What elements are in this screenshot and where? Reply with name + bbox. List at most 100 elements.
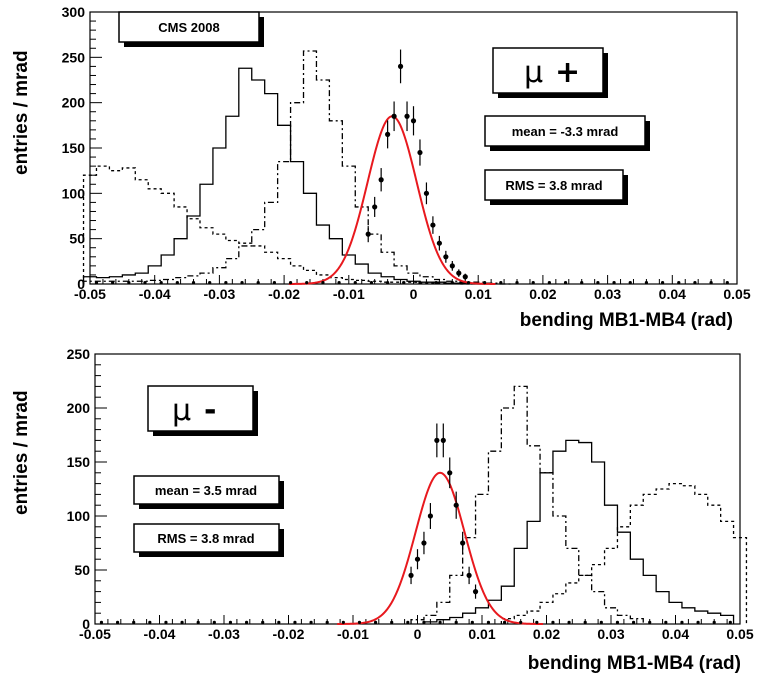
top-data-point: [449, 263, 455, 269]
top-background-point: [725, 281, 729, 285]
top-mean-box: mean = -3.3 mrad: [484, 115, 650, 151]
bottom-background-point: [132, 620, 136, 624]
top-data-point: [378, 177, 384, 183]
bottom-background-point: [99, 620, 104, 624]
bottom-histogram-dashdot: [410, 385, 644, 624]
bottom-background-point: [551, 620, 555, 624]
top-histogram-dashdot: [82, 50, 511, 285]
top-background-point: [353, 281, 357, 285]
bottom-background-point: [261, 620, 265, 624]
bottom-y-tick-label: 50: [74, 562, 90, 578]
top-background-point: [580, 281, 584, 285]
bottom-background-point: [519, 620, 523, 624]
bottom-background-point: [438, 620, 442, 624]
bottom-data-point: [440, 437, 446, 443]
bottom-x-tick-label: -0.05: [79, 626, 111, 642]
top-y-tick-label: 250: [62, 49, 86, 65]
bottom-data-point: [414, 556, 421, 562]
bottom-gaussian-fit-curve: [337, 471, 544, 625]
bottom-rms-box: RMS = 3.8 mrad: [133, 523, 284, 557]
top-x-tick-label: -0.05: [74, 286, 106, 302]
charge-sign: -: [204, 393, 216, 428]
top-y-tick-label: 200: [62, 95, 86, 111]
top-x-tick-label: 0.01: [465, 286, 492, 302]
top-mean-text: mean = -3.3 mrad: [512, 124, 619, 139]
bottom-background-point: [309, 620, 313, 624]
bottom-data-point: [447, 470, 453, 476]
top-background-point: [531, 281, 535, 285]
top-background-point: [677, 281, 681, 285]
top-y-tick-label: 150: [62, 140, 86, 156]
bottom-x-tick-label: 0.02: [533, 626, 560, 642]
top-histogram-dotted: [82, 165, 472, 285]
bottom-background-point: [567, 620, 571, 624]
bottom-y-tick-label: 200: [67, 400, 91, 416]
top-x-tick-label: 0.02: [529, 286, 556, 302]
bottom-data-point: [453, 502, 459, 508]
top-y-tick-label: 100: [62, 185, 86, 201]
bottom-x-tick-label: -0.04: [144, 626, 176, 642]
bottom-background-point: [648, 620, 652, 624]
top-background-point: [369, 281, 374, 285]
bottom-data-point: [434, 437, 440, 443]
top-background-point: [94, 281, 99, 285]
top-panel: -0.05 -0.04 -0.03 -0.02 -0.01 0 0.01 0.02 0.03 0.…: [11, 4, 751, 331]
top-histogram-solid: [82, 67, 485, 285]
top-background-point: [660, 281, 665, 285]
top-data-point: [430, 222, 436, 228]
bottom-background-point: [341, 620, 345, 624]
top-x-tick-label: 0: [410, 286, 418, 302]
top-x-tick-label: 0.03: [594, 286, 621, 302]
top-background-point: [644, 281, 649, 285]
bottom-x-tick-label: -0.03: [208, 626, 240, 642]
top-background-point: [612, 281, 616, 285]
bottom-data-point: [421, 540, 427, 546]
bottom-background-point: [293, 620, 297, 624]
bottom-background-point: [164, 620, 168, 624]
bottom-background-point: [212, 620, 216, 624]
bottom-x-tick-label: -0.01: [337, 626, 369, 642]
top-x-axis-label: bending MB1-MB4 (rad): [520, 310, 733, 331]
top-background-point: [434, 281, 438, 285]
top-data-point: [391, 113, 397, 119]
bottom-x-tick-label: 0.01: [468, 626, 495, 642]
bottom-mean-box: mean = 3.5 mrad: [133, 475, 284, 509]
bottom-background-point: [148, 620, 152, 624]
bottom-background-point: [406, 620, 410, 624]
top-x-tick-label: -0.04: [139, 286, 171, 302]
top-background-point: [256, 281, 260, 285]
top-background-point: [159, 281, 163, 285]
top-background-point: [240, 281, 244, 285]
bottom-background-point: [196, 620, 200, 624]
top-data-point: [423, 190, 430, 196]
bottom-panel: -0.05 -0.04 -0.03 -0.02 -0.01 0 0.01 0.02 0.03 0.…: [11, 346, 754, 674]
bottom-background-point: [454, 620, 458, 624]
cms-label-box: CMS 2008: [118, 11, 264, 47]
bottom-x-tick-label: 0: [414, 626, 422, 642]
top-y-tick-label: 0: [77, 276, 85, 292]
top-gaussian-fit-curve: [288, 115, 496, 285]
top-background-point: [321, 281, 325, 285]
bottom-y-tick-label: 100: [67, 508, 91, 524]
top-background-point: [386, 281, 390, 285]
top-background-point: [483, 281, 487, 285]
bottom-y-tick-label: 150: [67, 454, 91, 470]
bottom-y-tick-label: 0: [82, 616, 90, 632]
mu-plus-box: μ +: [492, 47, 608, 98]
top-background-point: [111, 281, 115, 285]
top-data-point: [410, 118, 417, 124]
bottom-background-point: [390, 620, 394, 624]
mu-symbol: μ: [172, 393, 191, 428]
top-background-point: [628, 281, 632, 285]
top-background-point: [143, 281, 147, 285]
bottom-data-point: [472, 589, 479, 595]
bottom-x-tick-label: 0.04: [662, 626, 689, 642]
bottom-background-point: [486, 620, 491, 624]
top-background-point: [709, 281, 713, 285]
top-x-tick-label: 0.04: [659, 286, 686, 302]
top-rms-text: RMS = 3.8 mrad: [505, 178, 602, 193]
top-x-tick-label: -0.02: [268, 286, 300, 302]
mu-symbol: μ: [524, 55, 543, 90]
bottom-background-point: [277, 620, 281, 624]
top-background-point: [175, 281, 179, 285]
